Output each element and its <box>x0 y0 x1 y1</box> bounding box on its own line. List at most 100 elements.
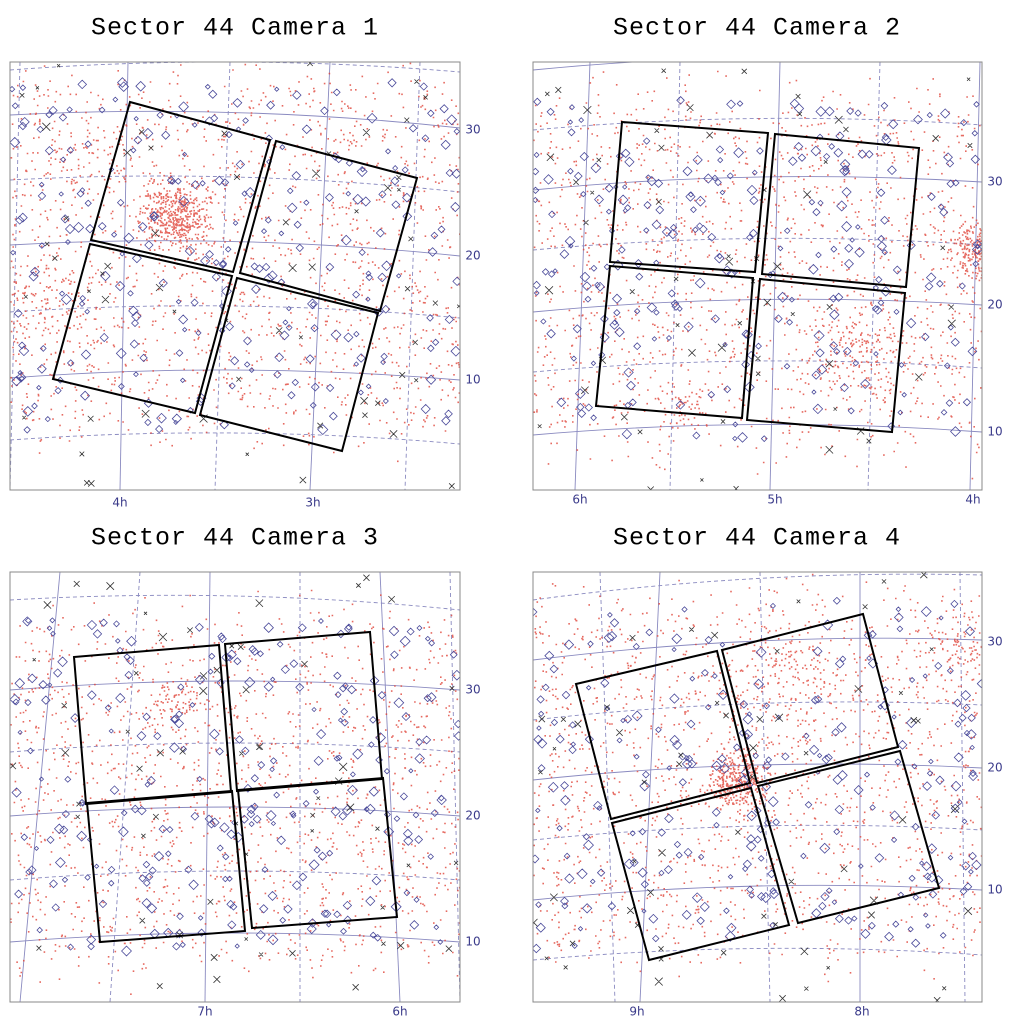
ra-line-dashed <box>669 62 681 490</box>
ra-line <box>969 62 981 490</box>
dec-line-dashed <box>533 573 982 601</box>
faint-stars <box>533 573 982 983</box>
ra-line <box>309 62 331 490</box>
dec-label: 10 <box>987 883 1002 897</box>
bright-stars <box>533 596 982 954</box>
dec-label: 30 <box>987 635 1002 649</box>
ra-line <box>639 572 661 1002</box>
plot-area <box>533 62 982 490</box>
dec-line-dashed <box>10 870 460 881</box>
dec-line-dashed <box>10 305 460 319</box>
panel-title: Sector 44 Camera 2 <box>613 14 901 43</box>
dec-line <box>533 423 982 436</box>
ra-label: 7h <box>197 1005 212 1019</box>
dec-line-dashed <box>10 742 460 753</box>
bright-stars <box>10 616 460 957</box>
ra-line-dashed <box>867 62 881 490</box>
ra-label: 6h <box>392 1005 407 1019</box>
plot-frame <box>532 571 983 1003</box>
ccd-outline <box>236 776 399 930</box>
ccd-outline <box>756 749 941 925</box>
sky-panel: Sector 44 Camera 2 6h 5h 4h 30 20 10 <box>532 14 1003 507</box>
dec-line-dashed <box>533 947 982 961</box>
plot-area <box>10 572 460 1002</box>
faint-stars <box>10 62 460 463</box>
sky-panel: Sector 44 Camera 4 9h 8h 30 20 10 <box>532 524 1003 1019</box>
ccd-outline <box>238 139 419 313</box>
dec-label: 20 <box>987 298 1002 312</box>
ra-line-dashed <box>759 572 771 1002</box>
dec-label: 20 <box>465 809 480 823</box>
dec-line <box>10 369 460 381</box>
plot-frame <box>9 571 461 1003</box>
dec-line-dashed <box>10 175 460 193</box>
ra-line-dashed <box>599 572 616 1002</box>
plot-frame <box>532 61 983 491</box>
dec-label: 30 <box>987 175 1002 189</box>
dec-label: 10 <box>465 373 480 387</box>
ra-label: 5h <box>767 493 782 507</box>
ra-line-dashed <box>449 572 460 1002</box>
dec-line <box>10 806 460 817</box>
dec-line <box>533 62 982 71</box>
field-stars <box>10 574 459 991</box>
dec-label: 30 <box>465 683 480 697</box>
ra-label: 8h <box>854 1005 869 1019</box>
ccd-outline <box>745 277 907 434</box>
ra-label: 9h <box>629 1005 644 1019</box>
ra-line-dashed <box>404 62 421 490</box>
dec-label: 10 <box>465 935 480 949</box>
ra-line <box>379 572 401 1002</box>
dec-label: 10 <box>987 425 1002 439</box>
ra-label: 4h <box>112 496 127 510</box>
plot-area <box>10 62 460 490</box>
plot-frame <box>9 61 461 491</box>
dec-line-dashed <box>533 360 982 373</box>
dec-line <box>533 884 982 901</box>
dec-line <box>10 240 460 257</box>
ra-line <box>204 572 211 1002</box>
dec-line-dashed <box>533 701 982 721</box>
ccd-outline <box>574 649 752 821</box>
ra-line-dashed <box>109 572 141 1002</box>
dec-line-dashed <box>10 62 460 73</box>
plot-area <box>533 572 982 1002</box>
dec-label: 20 <box>465 249 480 263</box>
dec-line-dashed <box>10 432 460 445</box>
ccd-outline <box>89 100 272 274</box>
ccd-outline <box>760 132 921 289</box>
dec-line <box>10 932 460 943</box>
ra-line-dashed <box>10 62 21 490</box>
field-stars <box>19 62 460 489</box>
dec-line <box>10 680 460 691</box>
panel-title: Sector 44 Camera 1 <box>91 14 379 43</box>
sky-panel: Sector 44 Camera 1 4h 3h 30 20 10 <box>9 14 481 510</box>
dec-label: 20 <box>987 761 1002 775</box>
ra-label: 4h <box>965 493 980 507</box>
ra-line-dashed <box>959 572 966 1002</box>
ccd-outline <box>198 276 380 453</box>
bright-stars <box>533 96 982 443</box>
dec-line <box>533 763 982 781</box>
dec-line-dashed <box>10 594 460 611</box>
ra-label: 6h <box>572 493 587 507</box>
ccd-outline <box>720 612 900 785</box>
dec-label: 30 <box>465 123 480 137</box>
ra-label: 3h <box>305 496 320 510</box>
panel-title: Sector 44 Camera 4 <box>613 524 901 553</box>
field-stars <box>533 572 973 1002</box>
ccd-outline <box>610 786 791 962</box>
dec-line <box>533 176 982 191</box>
sky-panel: Sector 44 Camera 3 7h 6h 30 20 10 <box>9 524 481 1019</box>
ccd-outline <box>51 242 234 415</box>
ra-line <box>119 62 129 490</box>
ccd-outline <box>594 264 755 420</box>
ccd-outline <box>608 120 770 274</box>
ra-line <box>574 62 591 490</box>
panel-title: Sector 44 Camera 3 <box>91 524 379 553</box>
faint-stars <box>10 589 460 1002</box>
ccd-outline <box>85 789 247 944</box>
dec-line-dashed <box>533 824 982 841</box>
ra-line <box>19 572 61 1002</box>
